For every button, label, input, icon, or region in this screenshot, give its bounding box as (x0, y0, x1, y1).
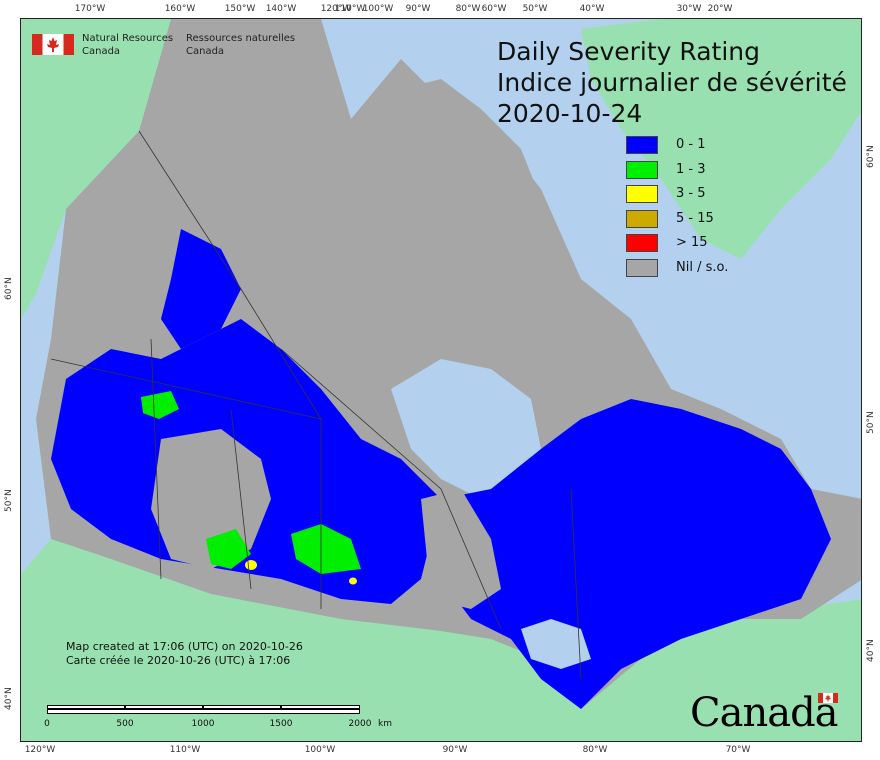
tick-top-11: 50°W (522, 4, 548, 14)
scale-label: 1000 (191, 719, 215, 729)
tick-top-9: 80°W (455, 4, 481, 14)
tick-left-3: 40°N (4, 687, 14, 710)
tick-bottom-2: 110°W (169, 745, 201, 755)
tick-top-1: 170°W (74, 4, 106, 14)
scale-segment (203, 705, 281, 709)
scale-segment (281, 705, 360, 709)
tick-top-2: 160°W (164, 4, 196, 14)
tick-top-6: 110°W (334, 4, 366, 14)
tick-bottom-4: 90°W (442, 745, 468, 755)
dsr-class-3-5-patch (245, 560, 257, 570)
usa-land (21, 539, 861, 741)
dsr-class-0-1-northwest (161, 229, 241, 349)
legend-label: Nil / s.o. (676, 259, 729, 275)
tick-top-5: 120°W (320, 4, 352, 14)
tick-top-13: 30°W (676, 4, 702, 14)
tick-bottom-6: 70°W (725, 745, 751, 755)
scale-bar: 0 500 1000 1500 2000 km (44, 705, 392, 729)
legend-swatch (626, 209, 658, 228)
tick-left-2: 50°N (4, 489, 14, 512)
creation-note-fr: Carte créée le 2020-10-26 (UTC) à 17:06 (66, 654, 291, 667)
legend-label: 0 - 1 (676, 137, 706, 152)
scale-segment (47, 705, 125, 709)
tick-bottom-5: 80°W (582, 745, 608, 755)
title-fr: Indice journalier de sévérité (497, 68, 847, 97)
legend-swatch (626, 160, 658, 179)
legend-label: > 15 (676, 235, 708, 250)
tick-right-1: 60°N (866, 145, 876, 168)
legend-label: 3 - 5 (676, 186, 706, 201)
tick-top-4: 140°W (265, 4, 297, 14)
tick-top-12: 40°W (579, 4, 605, 14)
alaska-land (21, 19, 171, 319)
legend-label: 1 - 3 (676, 161, 706, 177)
legend-swatch (626, 234, 658, 252)
canada-wordmark: Canada (690, 682, 850, 736)
tick-left-1: 60°N (4, 277, 14, 300)
tick-top-7: 100°W (362, 4, 394, 14)
wordmark-text: Canada (690, 690, 839, 736)
canada-flag-icon (32, 34, 74, 55)
dsr-class-3-5-patch-2 (349, 577, 357, 585)
scale-segment-lower (47, 709, 360, 714)
legend-label: 5 - 15 (676, 210, 714, 226)
scale-segment (125, 705, 203, 709)
map-canvas (21, 19, 861, 741)
title-en: Daily Severity Rating (497, 37, 761, 66)
creation-note: Map created at 17:06 (UTC) on 2020-10-26… (66, 640, 303, 668)
ontario-nil (421, 489, 501, 609)
dsr-class-1-3-patch-east (291, 524, 361, 574)
tick-top-3: 150°W (224, 4, 256, 14)
scale-label: 500 (116, 719, 134, 729)
dsr-class-1-3-patch-north (141, 391, 179, 419)
dsr-class-1-3-patch-south (206, 529, 251, 569)
scale-unit: km (378, 719, 392, 729)
legend-swatch (626, 185, 658, 203)
map-frame (20, 18, 862, 742)
title-date: 2020-10-24 (497, 99, 643, 128)
greenland-land (581, 19, 861, 259)
tick-top-8: 90°W (405, 4, 431, 14)
tick-bottom-3: 100°W (304, 745, 336, 755)
arctic-islands (221, 79, 541, 249)
map-title: Daily Severity Rating Indice journalier … (497, 36, 847, 129)
scale-label: 2000 (348, 719, 372, 729)
hudson-bay (391, 359, 541, 499)
tick-right-2: 50°N (866, 411, 876, 434)
scale-label: 0 (44, 719, 50, 729)
tick-top-10: 60°W (481, 4, 507, 14)
prairie-nil (151, 429, 271, 569)
legend-swatch (626, 258, 658, 277)
tick-top-14: 20°W (707, 4, 733, 14)
creation-note-en: Map created at 17:06 (UTC) on 2020-10-26 (66, 640, 303, 653)
scale-label: 1500 (269, 719, 293, 729)
great-lakes (521, 619, 591, 669)
canada-flag-icon (818, 693, 838, 703)
agency-name-fr: Ressources naturelles Canada (186, 33, 296, 57)
provincial-boundaries (50, 130, 582, 680)
tick-bottom-1: 120°W (24, 745, 56, 755)
legend-swatch (626, 136, 658, 154)
tick-right-3: 40°N (866, 639, 876, 662)
agency-name-en: Natural Resources Canada (82, 33, 174, 57)
